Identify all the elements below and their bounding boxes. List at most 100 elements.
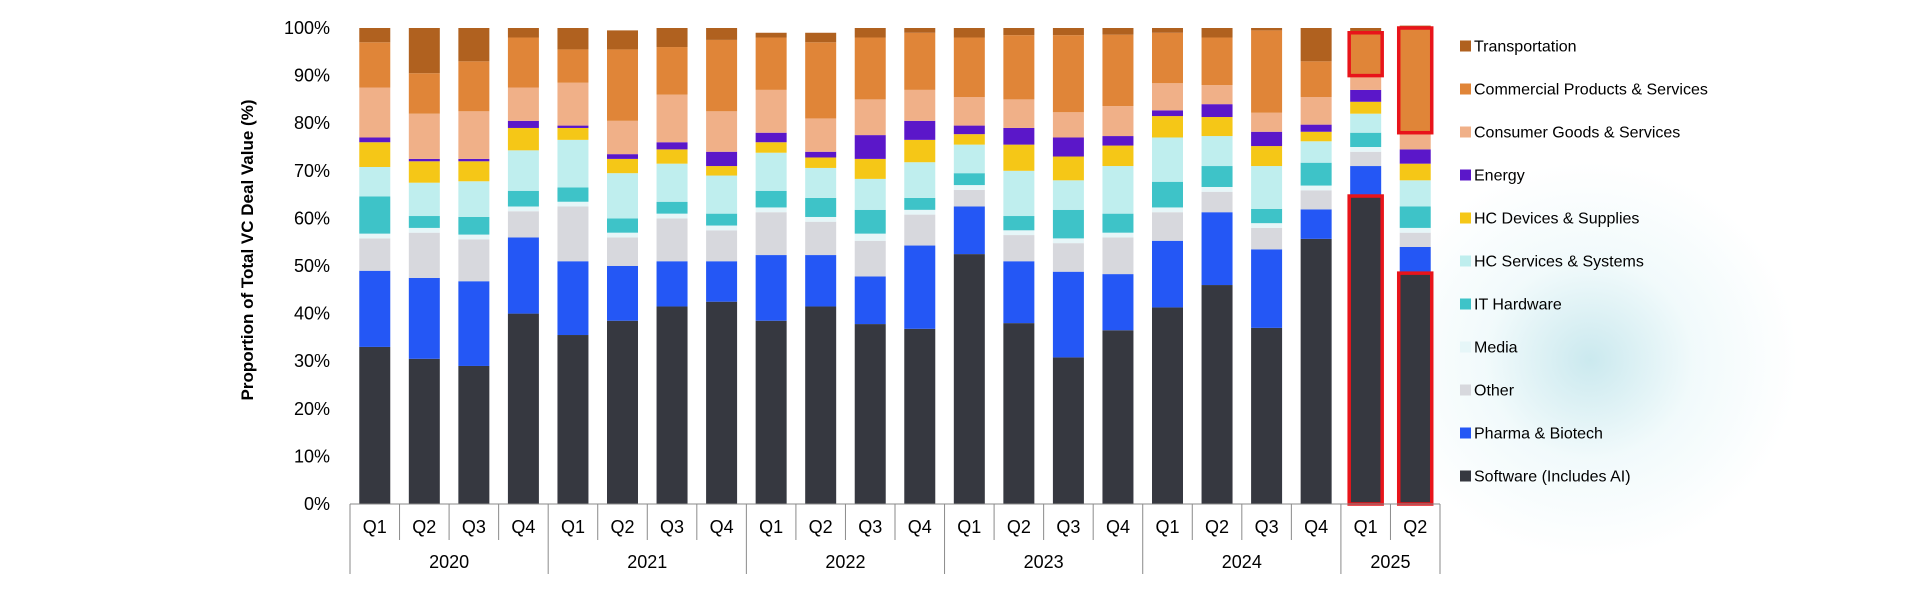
bar-segment bbox=[805, 42, 837, 119]
x-tick-label: Q3 bbox=[1255, 517, 1279, 537]
bar-segment bbox=[359, 196, 391, 234]
bar-segment bbox=[1300, 162, 1332, 186]
bar-segment bbox=[458, 281, 490, 366]
bar-segment bbox=[1003, 230, 1035, 236]
x-tick-label: Q4 bbox=[1304, 517, 1328, 537]
legend-label: HC Services & Systems bbox=[1474, 254, 1644, 271]
bar-segment bbox=[805, 157, 837, 168]
bar-segment bbox=[953, 254, 985, 504]
y-tick-label: 30% bbox=[294, 351, 330, 371]
y-axis-label: Proportion of Total VC Deal Value (%) bbox=[238, 100, 257, 401]
bar-segment bbox=[1152, 307, 1183, 504]
bar-segment bbox=[1052, 28, 1084, 36]
bar-segment bbox=[408, 158, 440, 162]
bar-segment bbox=[755, 255, 787, 321]
bar-segment bbox=[1251, 131, 1283, 147]
bar-segment bbox=[458, 111, 490, 159]
bar-segment bbox=[656, 94, 688, 143]
x-tick-label: Q3 bbox=[858, 517, 882, 537]
bar-segment bbox=[507, 211, 539, 238]
bar-segment bbox=[1251, 223, 1283, 228]
year-label: 2025 bbox=[1370, 552, 1410, 572]
bar-segment bbox=[656, 306, 688, 504]
bar-segment bbox=[706, 166, 738, 176]
bar-segment bbox=[1052, 271, 1084, 358]
bar-segment bbox=[458, 365, 490, 504]
y-tick-label: 0% bbox=[304, 494, 330, 514]
x-tick-label: Q3 bbox=[462, 517, 486, 537]
bar-segment bbox=[557, 82, 589, 126]
x-tick-label: Q1 bbox=[759, 517, 783, 537]
highlight-outline bbox=[1347, 31, 1384, 78]
y-tick-label: 40% bbox=[294, 304, 330, 324]
bar-segment bbox=[1300, 61, 1332, 98]
bar-segment bbox=[1102, 136, 1134, 146]
bar-segment bbox=[854, 37, 886, 100]
bar-segment bbox=[904, 32, 936, 90]
bar-segment bbox=[1399, 206, 1431, 228]
bar-segment bbox=[408, 28, 440, 74]
bar-segment bbox=[408, 358, 440, 504]
bar-segment bbox=[805, 167, 837, 198]
bar-segment bbox=[805, 32, 837, 43]
bar-segment bbox=[1399, 163, 1431, 181]
bar-segment bbox=[359, 270, 391, 347]
bar-segment bbox=[359, 142, 391, 167]
bar-segment bbox=[507, 28, 539, 38]
bar-segment bbox=[656, 47, 688, 95]
bar-segment bbox=[458, 216, 490, 235]
bar-segment bbox=[706, 28, 738, 40]
bar-segment bbox=[607, 218, 638, 233]
bar-segment bbox=[1152, 83, 1183, 111]
bar-segment bbox=[1003, 170, 1035, 217]
bar-segment bbox=[1201, 166, 1233, 187]
year-label: 2020 bbox=[429, 552, 469, 572]
bar-segment bbox=[1152, 110, 1183, 117]
bar-segment bbox=[557, 127, 589, 140]
bar-segment bbox=[1003, 323, 1035, 504]
bar-segment bbox=[755, 37, 787, 90]
bar-segment bbox=[1350, 132, 1382, 147]
x-tick-label: Q4 bbox=[908, 517, 932, 537]
bar-segment bbox=[1003, 28, 1035, 36]
legend-swatch bbox=[1460, 212, 1471, 224]
bar-segment bbox=[1102, 237, 1134, 275]
bar-segment bbox=[706, 230, 738, 262]
bar-segment bbox=[408, 161, 440, 183]
bar-segment bbox=[755, 32, 787, 38]
y-tick-label: 10% bbox=[294, 446, 330, 466]
bar-segment bbox=[1102, 166, 1134, 214]
bar-segment bbox=[507, 206, 539, 212]
bar-segment bbox=[1251, 146, 1283, 167]
bar-segment bbox=[1152, 137, 1183, 182]
year-label: 2022 bbox=[825, 552, 865, 572]
bar-segment bbox=[1152, 28, 1183, 33]
bar-segment bbox=[953, 144, 985, 174]
background-glow bbox=[1380, 160, 1800, 560]
legend-swatch bbox=[1460, 255, 1471, 267]
bar-segment bbox=[359, 346, 391, 504]
bar-segment bbox=[953, 37, 985, 98]
bar-segment bbox=[1300, 141, 1332, 163]
bar-segment bbox=[458, 239, 490, 282]
bar-segment bbox=[1350, 113, 1382, 133]
bar-segment bbox=[458, 158, 490, 162]
bar-segment bbox=[1201, 212, 1233, 286]
bar-segment bbox=[507, 150, 539, 191]
bar-segment bbox=[359, 137, 391, 143]
bar-segment bbox=[1201, 117, 1233, 137]
bar-segment bbox=[1102, 213, 1134, 233]
bar-segment bbox=[1399, 232, 1431, 247]
bar-segment bbox=[507, 37, 539, 88]
bar-segment bbox=[557, 335, 589, 504]
bars bbox=[359, 25, 1431, 505]
bar-segment bbox=[359, 238, 391, 271]
bar-segment bbox=[1201, 37, 1233, 86]
bar-segment bbox=[408, 277, 440, 359]
bar-segment bbox=[359, 42, 391, 88]
x-tick-label: Q1 bbox=[561, 517, 585, 537]
legend-label: Media bbox=[1474, 340, 1518, 357]
bar-segment bbox=[507, 120, 539, 128]
bar-segment bbox=[408, 113, 440, 159]
bar-segment bbox=[1399, 180, 1431, 207]
